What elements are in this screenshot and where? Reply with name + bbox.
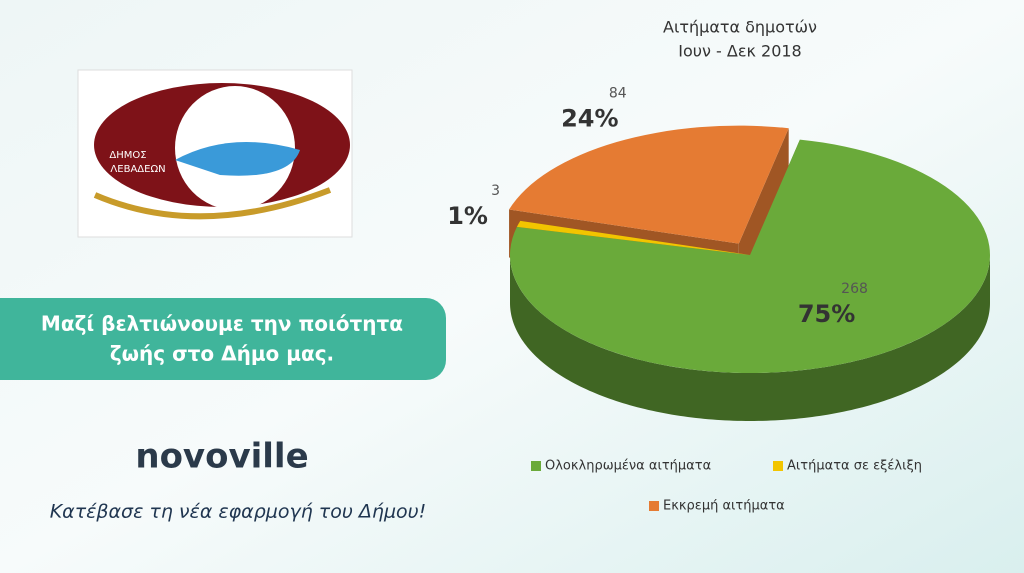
legend-label: Αιτήματα σε εξέλιξη [787,459,922,474]
value-label: 3 [491,183,500,199]
brand: novoville [135,437,308,477]
banner [0,298,446,380]
value-label: 268 [841,281,868,297]
pie-slice [516,220,750,255]
pie-slice [510,139,991,373]
percent-label: 24% [561,105,618,133]
banner-text: ζωής στο Δήμο μας. [110,342,334,366]
pie-slice [509,125,789,244]
banner-text: Μαζί βελτιώνουμε την ποιότητα [41,312,403,336]
pie-side [510,255,990,421]
logo: ΔΗΜΟΣ ΛΕΒΑΔΕΩΝ [77,69,353,238]
logo-text: ΛΕΒΑΔΕΩΝ [110,164,165,175]
legend-label: Ολοκληρωμένα αιτήματα [545,459,711,474]
percent-label: 75% [798,300,855,328]
logo-text: ΔΗΜΟΣ [109,150,146,161]
value-label: 84 [609,86,627,102]
legend-swatch [773,461,783,471]
chart-subtitle: Ιουν - Δεκ 2018 [678,42,801,61]
percent-label: 1% [447,202,488,230]
pie-wall [738,128,789,292]
chart-title: Αιτήματα δημοτών [663,18,817,37]
legend-label: Εκκρεμή αιτήματα [663,499,785,514]
tagline: Κατέβασε τη νέα εφαρμογή του Δήμου! [50,501,427,523]
legend-swatch [649,501,659,511]
legend-swatch [531,461,541,471]
